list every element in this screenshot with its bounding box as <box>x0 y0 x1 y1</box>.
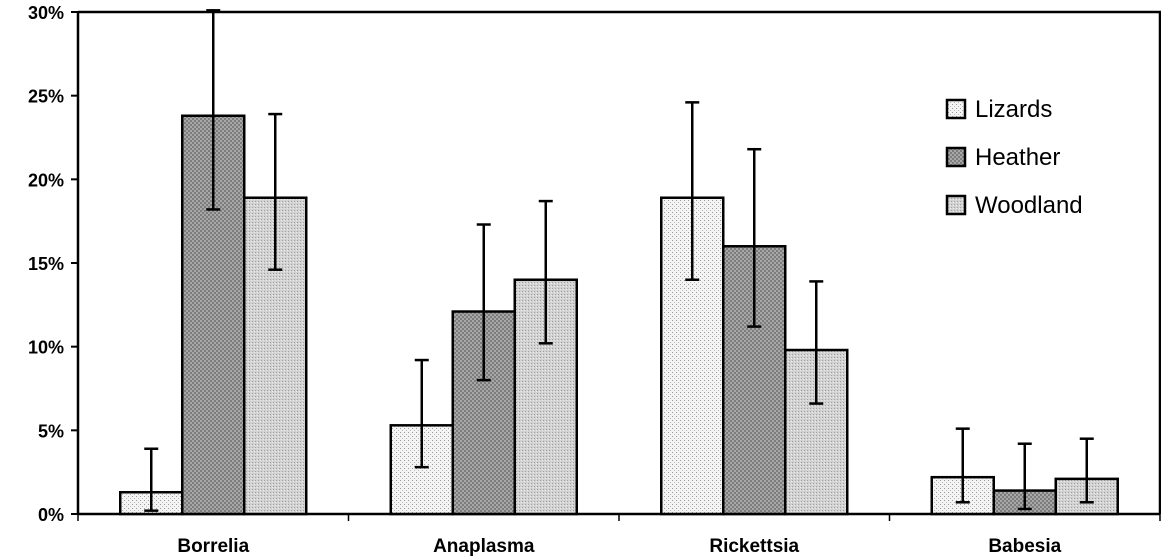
x-category-label: Babesia <box>988 536 1061 557</box>
legend-swatch-heather <box>945 146 967 168</box>
bars-group <box>119 114 1119 516</box>
y-tick-label: 25% <box>28 87 64 107</box>
legend-label-heather: Heather <box>975 144 1060 171</box>
y-tick-label: 10% <box>28 338 64 358</box>
x-category-label: Rickettsia <box>709 536 799 557</box>
y-tick-label: 0% <box>38 505 64 525</box>
x-category-label: Anaplasma <box>433 536 535 557</box>
y-tick-label: 15% <box>28 254 64 274</box>
x-category-label: Borrelia <box>177 536 249 557</box>
y-tick-label: 20% <box>28 170 64 190</box>
legend-swatch-lizards <box>945 98 967 120</box>
y-tick-label: 30% <box>28 3 64 23</box>
error-bars-group <box>144 9 1094 512</box>
plot-frame <box>78 10 1161 514</box>
plot-border <box>78 10 1161 514</box>
legend: Lizards Heather Woodland <box>945 96 1083 219</box>
y-axis: 0% 5% 10% 15% 20% 25% 30% <box>28 3 80 525</box>
x-axis: Borrelia Anaplasma Rickettsia Babesia <box>77 512 1161 557</box>
legend-label-lizards: Lizards <box>975 96 1052 123</box>
legend-swatch-woodland <box>945 194 967 216</box>
y-tick-label: 5% <box>38 421 64 441</box>
legend-label-woodland: Woodland <box>975 192 1083 219</box>
